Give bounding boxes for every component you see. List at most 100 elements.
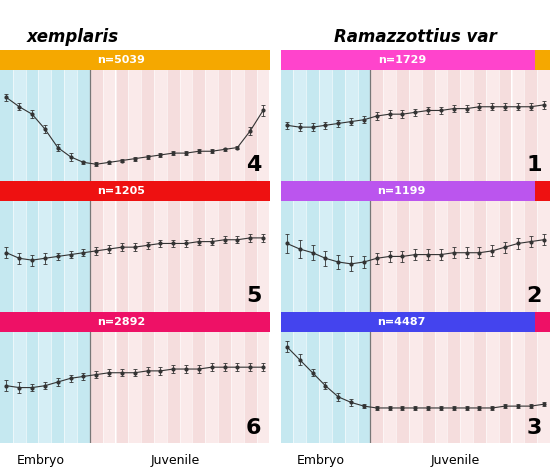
Bar	[90, 332, 103, 443]
Text: n=2892: n=2892	[97, 317, 145, 327]
Bar	[370, 332, 383, 443]
Bar	[358, 201, 370, 312]
Bar	[370, 201, 383, 312]
Bar	[524, 201, 537, 312]
Text: 2: 2	[526, 286, 542, 307]
Bar	[447, 201, 460, 312]
Bar	[231, 332, 244, 443]
Bar	[422, 332, 435, 443]
Bar	[205, 332, 218, 443]
Bar	[383, 201, 396, 312]
Bar	[231, 70, 244, 181]
Bar	[26, 201, 39, 312]
Bar	[90, 201, 103, 312]
Bar	[345, 201, 358, 312]
Bar	[116, 201, 128, 312]
Bar	[77, 332, 90, 443]
Bar	[141, 70, 154, 181]
Bar	[422, 201, 435, 312]
Bar	[116, 70, 128, 181]
Bar	[128, 201, 141, 312]
Bar	[370, 70, 383, 181]
Bar	[218, 201, 231, 312]
Bar	[141, 201, 154, 312]
Bar	[535, 312, 550, 332]
Bar	[51, 201, 64, 312]
Bar	[447, 70, 460, 181]
Bar	[280, 201, 293, 312]
Bar	[280, 70, 293, 181]
Bar	[231, 201, 244, 312]
Bar	[345, 70, 358, 181]
Bar	[319, 332, 332, 443]
Bar	[319, 201, 332, 312]
Text: n=4487: n=4487	[378, 317, 426, 327]
Bar	[192, 70, 205, 181]
Text: Juvenile: Juvenile	[151, 454, 200, 467]
Bar	[383, 332, 396, 443]
Bar	[306, 201, 319, 312]
Bar	[180, 332, 192, 443]
Bar	[434, 332, 447, 443]
Bar	[13, 70, 26, 181]
Bar	[422, 70, 435, 181]
Text: Ramazzottius var: Ramazzottius var	[334, 28, 497, 46]
Bar	[499, 70, 512, 181]
Bar	[167, 70, 180, 181]
Bar	[396, 70, 409, 181]
Text: 3: 3	[526, 418, 542, 438]
Bar	[180, 201, 192, 312]
Bar	[345, 332, 358, 443]
Bar	[244, 332, 257, 443]
Bar	[218, 332, 231, 443]
Bar	[128, 332, 141, 443]
Bar	[280, 332, 293, 443]
Bar	[51, 70, 64, 181]
Text: 1: 1	[526, 155, 542, 175]
Text: 4: 4	[246, 155, 261, 175]
Bar	[473, 201, 486, 312]
Bar	[524, 70, 537, 181]
Bar	[154, 201, 167, 312]
Bar	[499, 332, 512, 443]
Bar	[396, 332, 409, 443]
Bar	[537, 201, 550, 312]
Text: xemplaris: xemplaris	[27, 28, 119, 46]
Bar	[0, 201, 13, 312]
Bar	[180, 70, 192, 181]
Bar	[77, 70, 90, 181]
Bar	[293, 70, 306, 181]
Bar	[257, 201, 270, 312]
Bar	[39, 332, 51, 443]
Bar	[499, 201, 512, 312]
Bar	[473, 332, 486, 443]
Bar	[486, 332, 499, 443]
Bar	[486, 70, 499, 181]
Bar	[218, 70, 231, 181]
Bar	[293, 201, 306, 312]
Bar	[332, 332, 345, 443]
Bar	[512, 201, 524, 312]
Bar	[409, 201, 422, 312]
Bar	[64, 201, 77, 312]
Bar	[26, 332, 39, 443]
Text: Embryo: Embryo	[16, 454, 64, 467]
Bar	[77, 201, 90, 312]
Bar	[537, 70, 550, 181]
Bar	[26, 70, 39, 181]
Text: Embryo: Embryo	[297, 454, 345, 467]
Bar	[154, 70, 167, 181]
Bar	[257, 70, 270, 181]
Bar	[409, 332, 422, 443]
Bar	[90, 70, 103, 181]
Bar	[332, 201, 345, 312]
Bar	[473, 70, 486, 181]
Bar	[460, 201, 473, 312]
Bar	[103, 201, 115, 312]
Bar	[257, 332, 270, 443]
Bar	[39, 201, 51, 312]
Bar	[319, 70, 332, 181]
Bar	[244, 70, 257, 181]
Bar	[192, 332, 205, 443]
Bar	[0, 332, 13, 443]
